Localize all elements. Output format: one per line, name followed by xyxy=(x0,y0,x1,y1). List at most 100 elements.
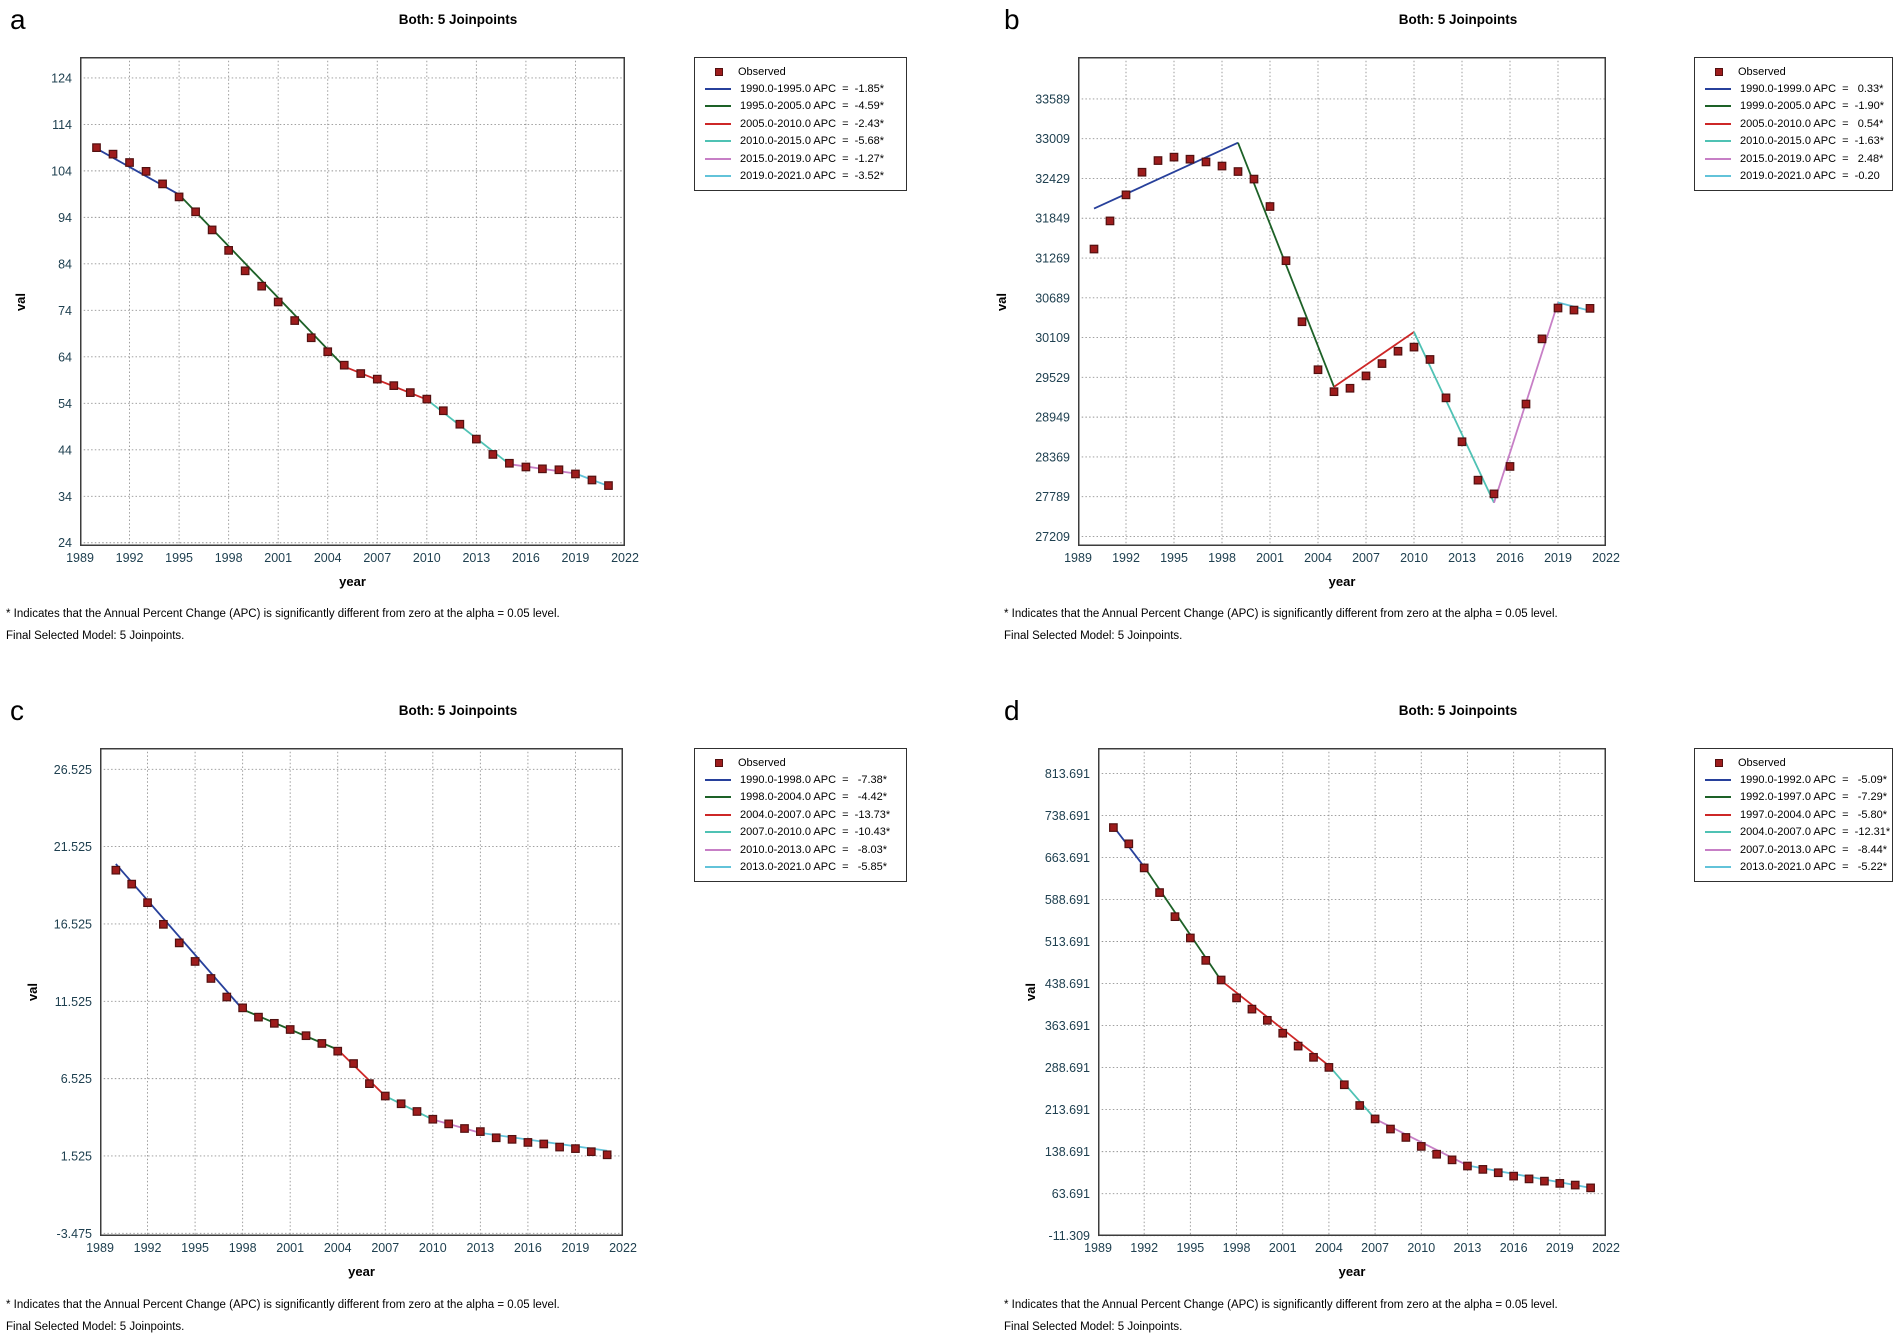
y-axis-label: val xyxy=(25,982,40,1002)
observed-point xyxy=(444,1119,454,1129)
y-tick-label: 84 xyxy=(58,257,72,271)
y-tick-label: 124 xyxy=(51,71,72,85)
observed-point xyxy=(539,1139,549,1149)
y-tick-label: 513.691 xyxy=(1045,935,1090,949)
legend-apc-text: 1999.0-2005.0 APC = -1.90* xyxy=(1740,100,1885,113)
observed-point xyxy=(1457,437,1467,447)
observed-point xyxy=(333,1046,343,1056)
observed-point xyxy=(207,225,217,235)
plot-area: 813.691 738.691 663.691 588.691 513.691 438.6… xyxy=(1045,748,1620,1255)
observed-point xyxy=(159,919,168,929)
observed-point xyxy=(1555,1179,1565,1188)
legend-row-segment: 1997.0-2004.0 APC = -5.80* xyxy=(1703,806,1887,823)
x-tick-label: 2022 xyxy=(1592,1241,1620,1255)
y-tick-label: 11.525 xyxy=(55,995,92,1009)
x-axis-label: year xyxy=(348,1264,375,1279)
observed-point xyxy=(1329,387,1339,397)
segment-color-swatch-icon xyxy=(705,813,731,816)
observed-point xyxy=(1121,190,1131,200)
observed-point xyxy=(206,974,216,983)
observed-point xyxy=(224,246,233,255)
legend-apc-text: 2005.0-2010.0 APC = 0.54* xyxy=(1740,117,1884,130)
legend-apc-text: 2015.0-2019.0 APC = 2.48* xyxy=(1740,152,1884,165)
x-tick-label: 2007 xyxy=(363,551,391,565)
chart-title: Both: 5 Joinpoints xyxy=(1398,703,1518,718)
y-tick-label: -11.309 xyxy=(1049,1229,1091,1243)
x-tick-label: 1995 xyxy=(1160,551,1188,565)
segment-color-swatch-icon xyxy=(705,122,731,125)
x-tick-label: 1998 xyxy=(1208,551,1236,565)
segment-color-swatch-icon xyxy=(1705,831,1731,834)
observed-marker-icon xyxy=(1715,758,1723,767)
footnote-significance: * Indicates that the Annual Percent Chan… xyxy=(1004,608,1558,620)
x-tick-label: 2019 xyxy=(562,1241,590,1255)
observed-point xyxy=(523,1138,533,1147)
observed-point xyxy=(1393,346,1403,356)
y-tick-label: 30689 xyxy=(1035,291,1070,305)
segment-color-swatch-icon xyxy=(705,796,731,799)
y-tick-label: 29529 xyxy=(1035,371,1070,385)
observed-point xyxy=(1217,161,1227,171)
observed-point xyxy=(1216,975,1226,985)
chart-title: Both: 5 Joinpoints xyxy=(1398,12,1518,27)
observed-point xyxy=(488,450,498,459)
x-tick-label: 2016 xyxy=(514,1241,542,1255)
observed-point xyxy=(1463,1161,1472,1171)
observed-point xyxy=(111,865,121,875)
legend-apc-text: 1990.0-1998.0 APC = -7.38* xyxy=(740,774,888,787)
legend-observed-label: Observed xyxy=(738,65,786,78)
legend-apc-text: 2010.0-2013.0 APC = -8.03* xyxy=(740,843,888,856)
observed-marker-icon xyxy=(715,67,723,76)
y-tick-label: 363.691 xyxy=(1045,1019,1090,1033)
observed-point xyxy=(1509,1171,1518,1181)
y-tick-label: 1.525 xyxy=(61,1149,92,1163)
observed-point xyxy=(1105,216,1115,226)
observed-point xyxy=(222,992,232,1002)
legend-row-segment: 2013.0-2021.0 APC = -5.85* xyxy=(703,858,900,875)
y-tick-label: -3.475 xyxy=(57,1227,92,1241)
y-tick-label: 28949 xyxy=(1035,411,1070,425)
y-tick-label: 588.691 xyxy=(1045,893,1090,907)
x-tick-label: 1995 xyxy=(181,1241,209,1255)
observed-point xyxy=(306,333,316,343)
legend-apc-text: 2019.0-2021.0 APC = -0.20 xyxy=(1740,170,1880,183)
segment-color-swatch-icon xyxy=(705,175,731,178)
observed-point xyxy=(1447,1155,1457,1165)
observed-point xyxy=(317,1039,327,1048)
x-tick-label: 1992 xyxy=(1130,1241,1158,1255)
observed-point xyxy=(491,1133,501,1143)
observed-point xyxy=(1478,1165,1488,1174)
legend-row-observed: Observed xyxy=(1703,63,1886,80)
observed-point xyxy=(1540,1176,1549,1186)
y-tick-label: 738.691 xyxy=(1045,809,1090,823)
y-tick-label: 288.691 xyxy=(1045,1061,1090,1075)
x-tick-label: 2010 xyxy=(413,551,441,565)
y-tick-label: 24 xyxy=(58,536,72,550)
observed-point xyxy=(365,1079,374,1088)
plot-area: 26.525 21.525 16.525 11.525 6.525 1.525 -3.475… xyxy=(54,748,637,1255)
y-tick-label: 16.525 xyxy=(54,917,92,931)
observed-point xyxy=(323,347,333,357)
observed-point xyxy=(1345,383,1355,393)
segment-color-swatch-icon xyxy=(1705,122,1731,125)
legend-apc-text: 1992.0-1997.0 APC = -7.29* xyxy=(1740,791,1888,804)
apc-segment xyxy=(337,1048,386,1097)
x-tick-label: 2007 xyxy=(1352,551,1380,565)
observed-point xyxy=(174,192,184,202)
x-tick-label: 2016 xyxy=(1500,1241,1528,1255)
y-tick-label: 33589 xyxy=(1035,92,1070,106)
x-tick-label: 2001 xyxy=(1269,1241,1297,1255)
segment-color-swatch-icon xyxy=(1705,796,1731,799)
legend-row-observed: Observed xyxy=(703,63,900,80)
observed-point xyxy=(290,316,300,325)
observed-point xyxy=(1425,355,1435,364)
observed-point xyxy=(1124,839,1134,849)
y-tick-label: 30109 xyxy=(1035,331,1070,345)
observed-point xyxy=(1585,304,1595,313)
legend-row-segment: 1990.0-1999.0 APC = 0.33* xyxy=(1703,80,1886,97)
x-tick-label: 2010 xyxy=(1400,551,1428,565)
y-tick-label: 114 xyxy=(52,118,72,132)
x-tick-label: 1992 xyxy=(116,551,144,565)
x-tick-label: 1989 xyxy=(66,551,94,565)
observed-point xyxy=(1233,167,1243,176)
